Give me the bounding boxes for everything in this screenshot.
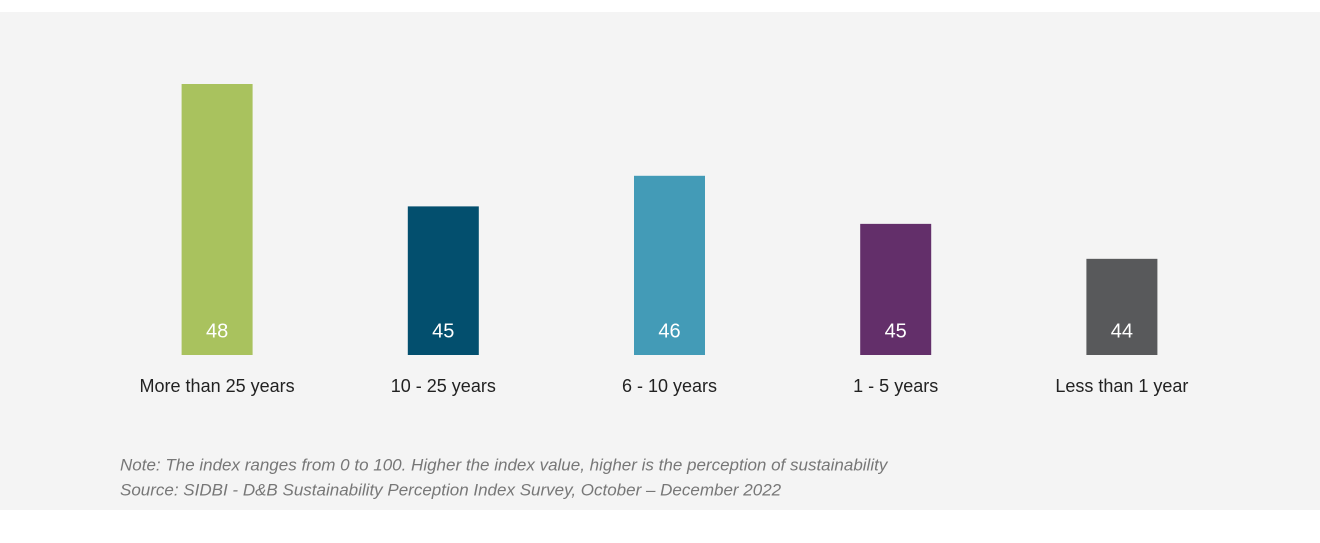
bar bbox=[860, 223, 932, 355]
value-label: 45 bbox=[885, 320, 907, 342]
value-label: 46 bbox=[658, 320, 680, 342]
x-tick-label: More than 25 years bbox=[140, 376, 295, 396]
bar bbox=[181, 84, 253, 355]
x-tick-label: 10 - 25 years bbox=[391, 376, 496, 396]
x-tick-label: 6 - 10 years bbox=[622, 376, 717, 396]
source: Source: SIDBI - D&B Sustainability Perce… bbox=[120, 480, 782, 499]
x-tick-label: 1 - 5 years bbox=[853, 376, 938, 396]
bar bbox=[1086, 258, 1158, 355]
bar bbox=[407, 206, 479, 355]
bar bbox=[634, 175, 705, 355]
value-label: 44 bbox=[1111, 320, 1133, 342]
x-tick-label: Less than 1 year bbox=[1055, 376, 1188, 396]
note: Note: The index ranges from 0 to 100. Hi… bbox=[120, 455, 889, 474]
value-label: 48 bbox=[206, 320, 228, 342]
value-label: 45 bbox=[432, 320, 454, 342]
